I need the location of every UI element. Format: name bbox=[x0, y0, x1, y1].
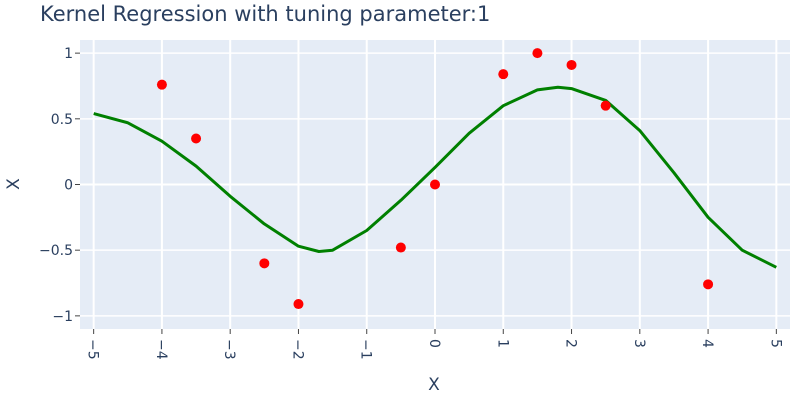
data-point bbox=[259, 258, 270, 269]
data-point bbox=[395, 242, 406, 253]
y-axis-title: X bbox=[4, 178, 24, 190]
data-point bbox=[191, 133, 202, 144]
x-tick-label: −3 bbox=[221, 339, 237, 360]
data-point bbox=[156, 79, 167, 90]
x-tick-label: 1 bbox=[494, 339, 510, 348]
x-tick-label: 4 bbox=[699, 339, 715, 348]
data-point bbox=[430, 179, 440, 190]
x-tick-label: −2 bbox=[289, 339, 305, 360]
y-tick-label: 0.5 bbox=[51, 112, 73, 128]
x-axis-ticks: −5 −4 −3 −2 −1 0 1 2 3 4 5 bbox=[85, 329, 783, 360]
regression-curve-group bbox=[93, 85, 777, 269]
x-tick-label: 0 bbox=[426, 339, 442, 348]
data-points-group bbox=[156, 48, 714, 310]
x-tick-label: −5 bbox=[85, 339, 101, 360]
regression-curve bbox=[93, 85, 777, 269]
x-tick-label: 2 bbox=[563, 339, 579, 348]
y-tick-label: 0 bbox=[64, 178, 73, 194]
x-tick-label: −4 bbox=[153, 339, 169, 360]
y-tick-label: −1 bbox=[52, 309, 73, 325]
y-tick-label: −0.5 bbox=[39, 243, 73, 259]
x-tick-label: 3 bbox=[631, 339, 647, 348]
y-axis-ticks: −1 −0.5 0 0.5 1 bbox=[39, 46, 80, 325]
chart-title: Kernel Regression with tuning parameter:… bbox=[40, 2, 490, 26]
data-point bbox=[498, 69, 509, 80]
x-tick-label: −1 bbox=[358, 339, 374, 360]
data-point bbox=[600, 100, 611, 111]
x-axis-title: X bbox=[428, 375, 440, 395]
data-point bbox=[532, 48, 543, 59]
y-tick-label: 1 bbox=[64, 46, 73, 62]
data-point bbox=[566, 59, 577, 70]
data-point bbox=[703, 279, 714, 290]
x-tick-label: 5 bbox=[767, 339, 783, 348]
data-point bbox=[293, 299, 304, 310]
